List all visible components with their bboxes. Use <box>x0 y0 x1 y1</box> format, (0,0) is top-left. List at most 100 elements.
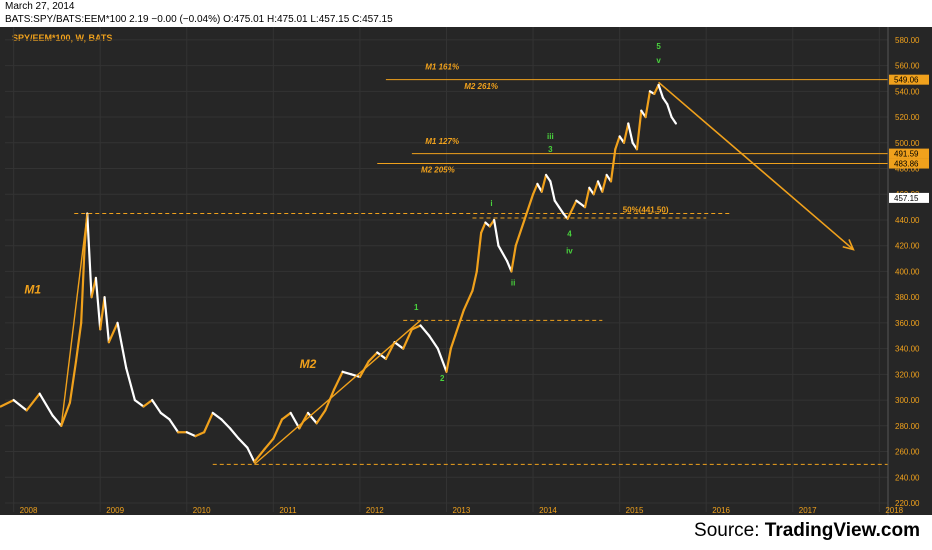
y-tick-label: 560.00 <box>895 62 920 71</box>
price-tag-label: 483.86 <box>894 160 919 169</box>
price-segment <box>298 411 310 430</box>
price-series <box>0 83 678 463</box>
price-segment <box>86 212 93 299</box>
projection-arrow-head <box>842 239 855 251</box>
price-segment <box>666 103 673 119</box>
source-name: TradingView.com <box>764 520 920 541</box>
y-tick-label: 540.00 <box>895 87 920 96</box>
price-segment <box>445 347 452 373</box>
price-segment <box>211 411 223 421</box>
price-segment <box>133 398 145 408</box>
wave-label: i <box>490 199 492 208</box>
price-tag-label: 549.06 <box>894 76 919 85</box>
price-segment <box>657 83 665 99</box>
price-segment <box>80 244 86 324</box>
y-tick-label: 240.00 <box>895 473 920 482</box>
price-segment <box>203 411 214 434</box>
y-tick-label: 260.00 <box>895 448 920 457</box>
price-segment <box>449 334 457 350</box>
wave-label: 5 <box>656 42 661 51</box>
price-segment <box>592 180 600 196</box>
wave-label: 4 <box>567 230 572 239</box>
annotation-label: M1 <box>24 282 41 296</box>
wave-label: 3 <box>548 145 553 154</box>
trendline <box>253 319 421 465</box>
x-tick-label: 2012 <box>366 506 384 515</box>
trendline <box>60 213 88 426</box>
annotation-label: M2 261% <box>464 82 498 91</box>
price-segment <box>68 360 78 404</box>
price-segment <box>237 437 249 449</box>
price-segment <box>531 182 539 196</box>
price-segment <box>575 199 587 209</box>
y-tick-label: 220.00 <box>895 499 920 508</box>
price-segment <box>350 373 362 379</box>
price-segment <box>419 324 431 337</box>
price-tag <box>889 148 929 159</box>
y-tick-label: 480.00 <box>895 165 920 174</box>
current-price-label: 457.15 <box>894 194 919 203</box>
y-tick-label: 340.00 <box>895 345 920 354</box>
x-tick-label: 2016 <box>712 506 730 515</box>
y-tick-label: 380.00 <box>895 293 920 302</box>
price-segment <box>168 418 180 434</box>
annotation-label: M1 127% <box>425 137 459 146</box>
price-segment <box>635 109 643 151</box>
x-tick-label: 2017 <box>799 506 817 515</box>
grid <box>5 27 888 512</box>
price-segment <box>553 199 561 209</box>
price-segment <box>540 173 548 193</box>
price-segment <box>315 409 327 425</box>
trendlines <box>60 81 855 465</box>
header-quote: BATS:SPY/BATS:EEM*100 2.19 −0.00 (−0.04%… <box>5 14 393 25</box>
price-segment <box>557 206 565 215</box>
projection-arrow-shaft <box>658 81 854 251</box>
price-segment <box>609 148 617 183</box>
price-segment <box>220 418 232 430</box>
price-segment <box>194 431 206 438</box>
current-price-tag <box>889 192 929 203</box>
price-segment <box>107 321 119 344</box>
price-segment <box>99 296 106 331</box>
y-tick-label: 500.00 <box>895 139 920 148</box>
price-segment <box>627 122 634 144</box>
price-segment <box>544 173 552 183</box>
axes: 220.00 240.00 260.00 280.00 300.00 320.00 340.… <box>20 27 929 515</box>
price-segment <box>549 180 556 202</box>
annotation-label: M1 161% <box>425 62 459 71</box>
price-tag <box>889 158 929 169</box>
y-tick-label: 300.00 <box>895 396 920 405</box>
annotation-label: M2 205% <box>421 165 455 174</box>
price-segment <box>151 398 162 415</box>
header-date: March 27, 2014 <box>5 1 75 12</box>
price-segment <box>510 244 517 273</box>
price-segment <box>228 427 240 440</box>
price-segment <box>94 276 102 331</box>
price-segment <box>402 328 413 350</box>
chart-title: SPY/EEM*100, W, BATS <box>12 33 112 43</box>
price-segment <box>596 180 604 193</box>
y-tick-label: 360.00 <box>895 319 920 328</box>
price-segment <box>116 321 128 370</box>
price-segment <box>38 392 54 417</box>
price-segment <box>410 324 422 331</box>
annotation-label: M2 <box>300 357 317 371</box>
y-tick-label: 320.00 <box>895 370 920 379</box>
price-segment <box>428 334 439 350</box>
y-tick-label: 280.00 <box>895 422 920 431</box>
source-label: Source: <box>694 520 760 541</box>
fib-levels <box>74 79 888 465</box>
x-tick-label: 2014 <box>539 506 557 515</box>
x-tick-label: 2010 <box>193 506 211 515</box>
wave-label: iii <box>547 132 554 141</box>
price-segment <box>601 173 608 193</box>
price-segment <box>471 270 478 292</box>
wave-label: v <box>656 56 661 65</box>
y-tick-label: 580.00 <box>895 36 920 45</box>
price-tag-label: 491.59 <box>894 150 919 159</box>
annotation-label: 50%(441.50) <box>623 205 669 214</box>
price-segment <box>74 321 83 363</box>
price-segment <box>263 437 275 451</box>
annotations: M1 M2 M1 161% M2 261% M1 127% M2 205% 50%(441.… <box>24 42 668 383</box>
price-segment <box>514 218 526 247</box>
